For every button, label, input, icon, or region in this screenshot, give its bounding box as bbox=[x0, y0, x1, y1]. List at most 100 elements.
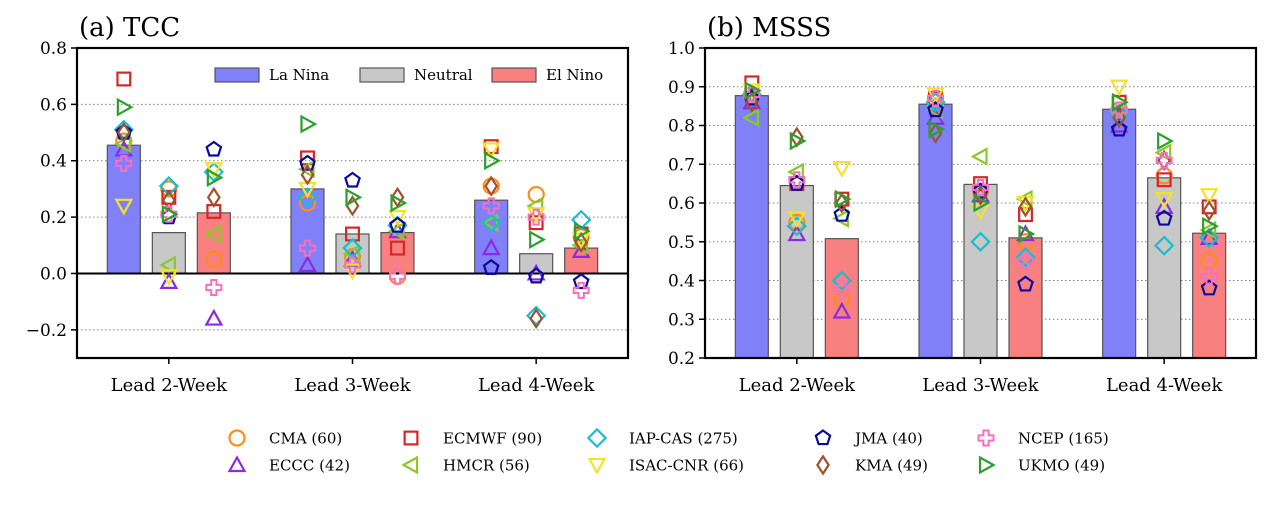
marker-eccc-lead-2-week-el-nino bbox=[832, 301, 852, 319]
marker-ecmwf-lead-2-week-la-nina bbox=[116, 71, 132, 87]
marker-ukmo-lead-4-week-neutral bbox=[529, 230, 546, 250]
marker-ukmo-lead-2-week-neutral bbox=[161, 204, 179, 224]
y-tick-label: 0.2 bbox=[668, 349, 695, 369]
marker-jma-lead-2-week-la-nina bbox=[115, 123, 133, 140]
marker-ncep-lead-3-week-el-nino bbox=[389, 267, 406, 285]
marker-jma-lead-3-week-la-nina bbox=[299, 154, 316, 171]
bar-el-nino-lead-4-week bbox=[1192, 232, 1227, 359]
legend-entry-iap-cas: IAP-CAS (275) bbox=[629, 430, 738, 448]
y-tick-label: 0.5 bbox=[668, 233, 695, 253]
marker-eccc-lead-3-week-neutral bbox=[971, 185, 990, 203]
legend-entry-cma: CMA (60) bbox=[269, 430, 342, 448]
y-tick-label: 1.0 bbox=[668, 39, 695, 59]
marker-jma-lead-3-week-la-nina bbox=[927, 101, 944, 118]
y-tick-label: 0.2 bbox=[40, 208, 67, 228]
marker-kma-lead-4-week-el-nino bbox=[1202, 200, 1217, 222]
marker-hmcr-lead-3-week-neutral bbox=[970, 147, 988, 166]
marker-ukmo-lead-4-week-neutral bbox=[1157, 131, 1174, 151]
bar-el-nino-lead-2-week bbox=[196, 212, 231, 275]
legend-marker-kma bbox=[816, 454, 830, 476]
x-tick-label-lead-3-week: Lead 3-Week bbox=[922, 375, 1039, 396]
marker-ncep-lead-2-week-el-nino bbox=[205, 279, 223, 297]
marker-ukmo-lead-4-week-el-nino bbox=[574, 221, 591, 241]
bar-neutral-lead-2-week bbox=[151, 231, 186, 275]
legend-entry-hmcr: HMCR (56) bbox=[443, 457, 530, 475]
marker-ncep-lead-4-week-el-nino bbox=[1200, 268, 1218, 286]
legend-label-la-nina: La Nina bbox=[269, 66, 329, 84]
marker-jma-lead-3-week-el-nino bbox=[1017, 275, 1034, 292]
marker-ukmo-lead-3-week-la-nina bbox=[300, 114, 318, 134]
y-tick-label: −0.2 bbox=[26, 321, 67, 341]
marker-ncep-lead-2-week-la-nina bbox=[743, 86, 761, 103]
marker-ukmo-lead-3-week-el-nino bbox=[1018, 224, 1036, 244]
marker-cma-lead-2-week-el-nino bbox=[205, 250, 223, 268]
marker-jma-lead-3-week-neutral bbox=[344, 171, 361, 188]
bar-la-nina-lead-4-week bbox=[1102, 108, 1137, 359]
marker-hmcr-lead-4-week-la-nina bbox=[481, 213, 499, 233]
marker-kma-lead-2-week-la-nina bbox=[744, 91, 759, 113]
marker-kma-lead-3-week-el-nino bbox=[1018, 196, 1033, 218]
marker-kma-lead-4-week-la-nina bbox=[1112, 107, 1127, 129]
legend-entry-kma: KMA (49) bbox=[855, 457, 928, 475]
marker-iap-cas-lead-3-week-el-nino bbox=[1015, 247, 1036, 268]
marker-kma-lead-4-week-la-nina bbox=[484, 175, 499, 197]
marker-hmcr-lead-4-week-neutral bbox=[1154, 143, 1172, 162]
marker-ncep-lead-2-week-la-nina bbox=[115, 155, 133, 173]
panel-title: (b) MSSS bbox=[707, 13, 831, 43]
y-tick-label: 0.4 bbox=[668, 272, 695, 292]
marker-ukmo-lead-3-week-la-nina bbox=[928, 120, 946, 139]
legend-label-neutral: Neutral bbox=[414, 66, 473, 84]
marker-ncep-lead-4-week-la-nina bbox=[1110, 101, 1128, 119]
legend-swatch-la-nina bbox=[214, 67, 260, 83]
marker-ukmo-lead-4-week-la-nina bbox=[1112, 92, 1129, 112]
legend-marker-cma bbox=[228, 429, 246, 447]
legend-marker-iap-cas bbox=[586, 427, 608, 449]
marker-cma-lead-2-week-neutral bbox=[160, 180, 178, 198]
marker-isac-cnr-lead-4-week-la-nina bbox=[481, 142, 501, 160]
marker-ncep-lead-3-week-neutral bbox=[344, 256, 361, 274]
bar-la-nina-lead-2-week bbox=[734, 95, 769, 359]
panel-tcc: −0.2 0.0 0.2 0.4 0.6 0.8 Lead 2-Week Lead 3-Wee… bbox=[26, 13, 630, 396]
y-tick-label: 0.8 bbox=[668, 117, 695, 137]
x-tick-label-lead-3-week: Lead 3-Week bbox=[294, 375, 411, 396]
bar-el-nino-lead-3-week bbox=[1008, 237, 1043, 359]
marker-jma-lead-4-week-neutral bbox=[527, 267, 545, 284]
legend-entry-eccc: ECCC (42) bbox=[269, 457, 350, 475]
marker-eccc-lead-2-week-neutral bbox=[787, 224, 807, 242]
marker-kma-lead-3-week-neutral bbox=[973, 184, 988, 206]
marker-ncep-lead-3-week-la-nina bbox=[927, 89, 944, 107]
panel-msss: 0.2 0.3 0.4 0.5 0.6 0.7 0.8 0.9 1.0 Lead 2-Week Le… bbox=[668, 13, 1258, 396]
marker-kma-lead-2-week-el-nino bbox=[206, 186, 221, 209]
marker-ukmo-lead-4-week-la-nina bbox=[484, 151, 501, 171]
marker-isac-cnr-lead-2-week-la-nina bbox=[114, 198, 134, 216]
marker-ncep-lead-3-week-el-nino bbox=[1017, 252, 1034, 270]
x-tick-label-lead-4-week: Lead 4-Week bbox=[1106, 375, 1223, 396]
legend-marker-ukmo bbox=[978, 455, 996, 475]
legend-marker-eccc bbox=[227, 455, 247, 473]
y-tick-label: 0.6 bbox=[40, 95, 67, 115]
marker-kma-lead-4-week-neutral bbox=[529, 307, 544, 330]
marker-eccc-lead-4-week-la-nina bbox=[481, 238, 501, 256]
marker-iap-cas-lead-4-week-la-nina bbox=[480, 212, 502, 233]
marker-jma-lead-4-week-el-nino bbox=[1200, 279, 1218, 296]
marker-isac-cnr-lead-2-week-el-nino bbox=[204, 162, 224, 179]
marker-ncep-lead-4-week-la-nina bbox=[482, 197, 500, 215]
marker-isac-cnr-lead-4-week-el-nino bbox=[1199, 188, 1219, 206]
panel-title: (a) TCC bbox=[79, 13, 180, 43]
marker-ecmwf-lead-3-week-neutral bbox=[973, 176, 988, 192]
marker-ecmwf-lead-4-week-neutral bbox=[528, 215, 544, 231]
legend-swatch-el-nino bbox=[491, 67, 537, 83]
marker-iap-cas-lead-2-week-neutral bbox=[786, 216, 808, 237]
marker-hmcr-lead-2-week-el-nino bbox=[204, 224, 221, 244]
marker-jma-lead-3-week-neutral bbox=[972, 182, 989, 199]
bar-el-nino-lead-2-week bbox=[824, 238, 859, 359]
marker-ncep-lead-4-week-neutral bbox=[1155, 151, 1173, 169]
marker-hmcr-lead-2-week-neutral bbox=[159, 255, 176, 275]
marker-iap-cas-lead-4-week-neutral bbox=[1153, 235, 1175, 256]
marker-jma-lead-2-week-neutral bbox=[788, 174, 806, 191]
marker-eccc-lead-2-week-la-nina bbox=[742, 92, 762, 110]
marker-eccc-lead-4-week-neutral bbox=[1154, 197, 1174, 214]
marker-ecmwf-lead-3-week-el-nino bbox=[390, 240, 405, 256]
marker-kma-lead-3-week-la-nina bbox=[300, 164, 315, 186]
marker-eccc-lead-4-week-el-nino bbox=[571, 241, 591, 259]
